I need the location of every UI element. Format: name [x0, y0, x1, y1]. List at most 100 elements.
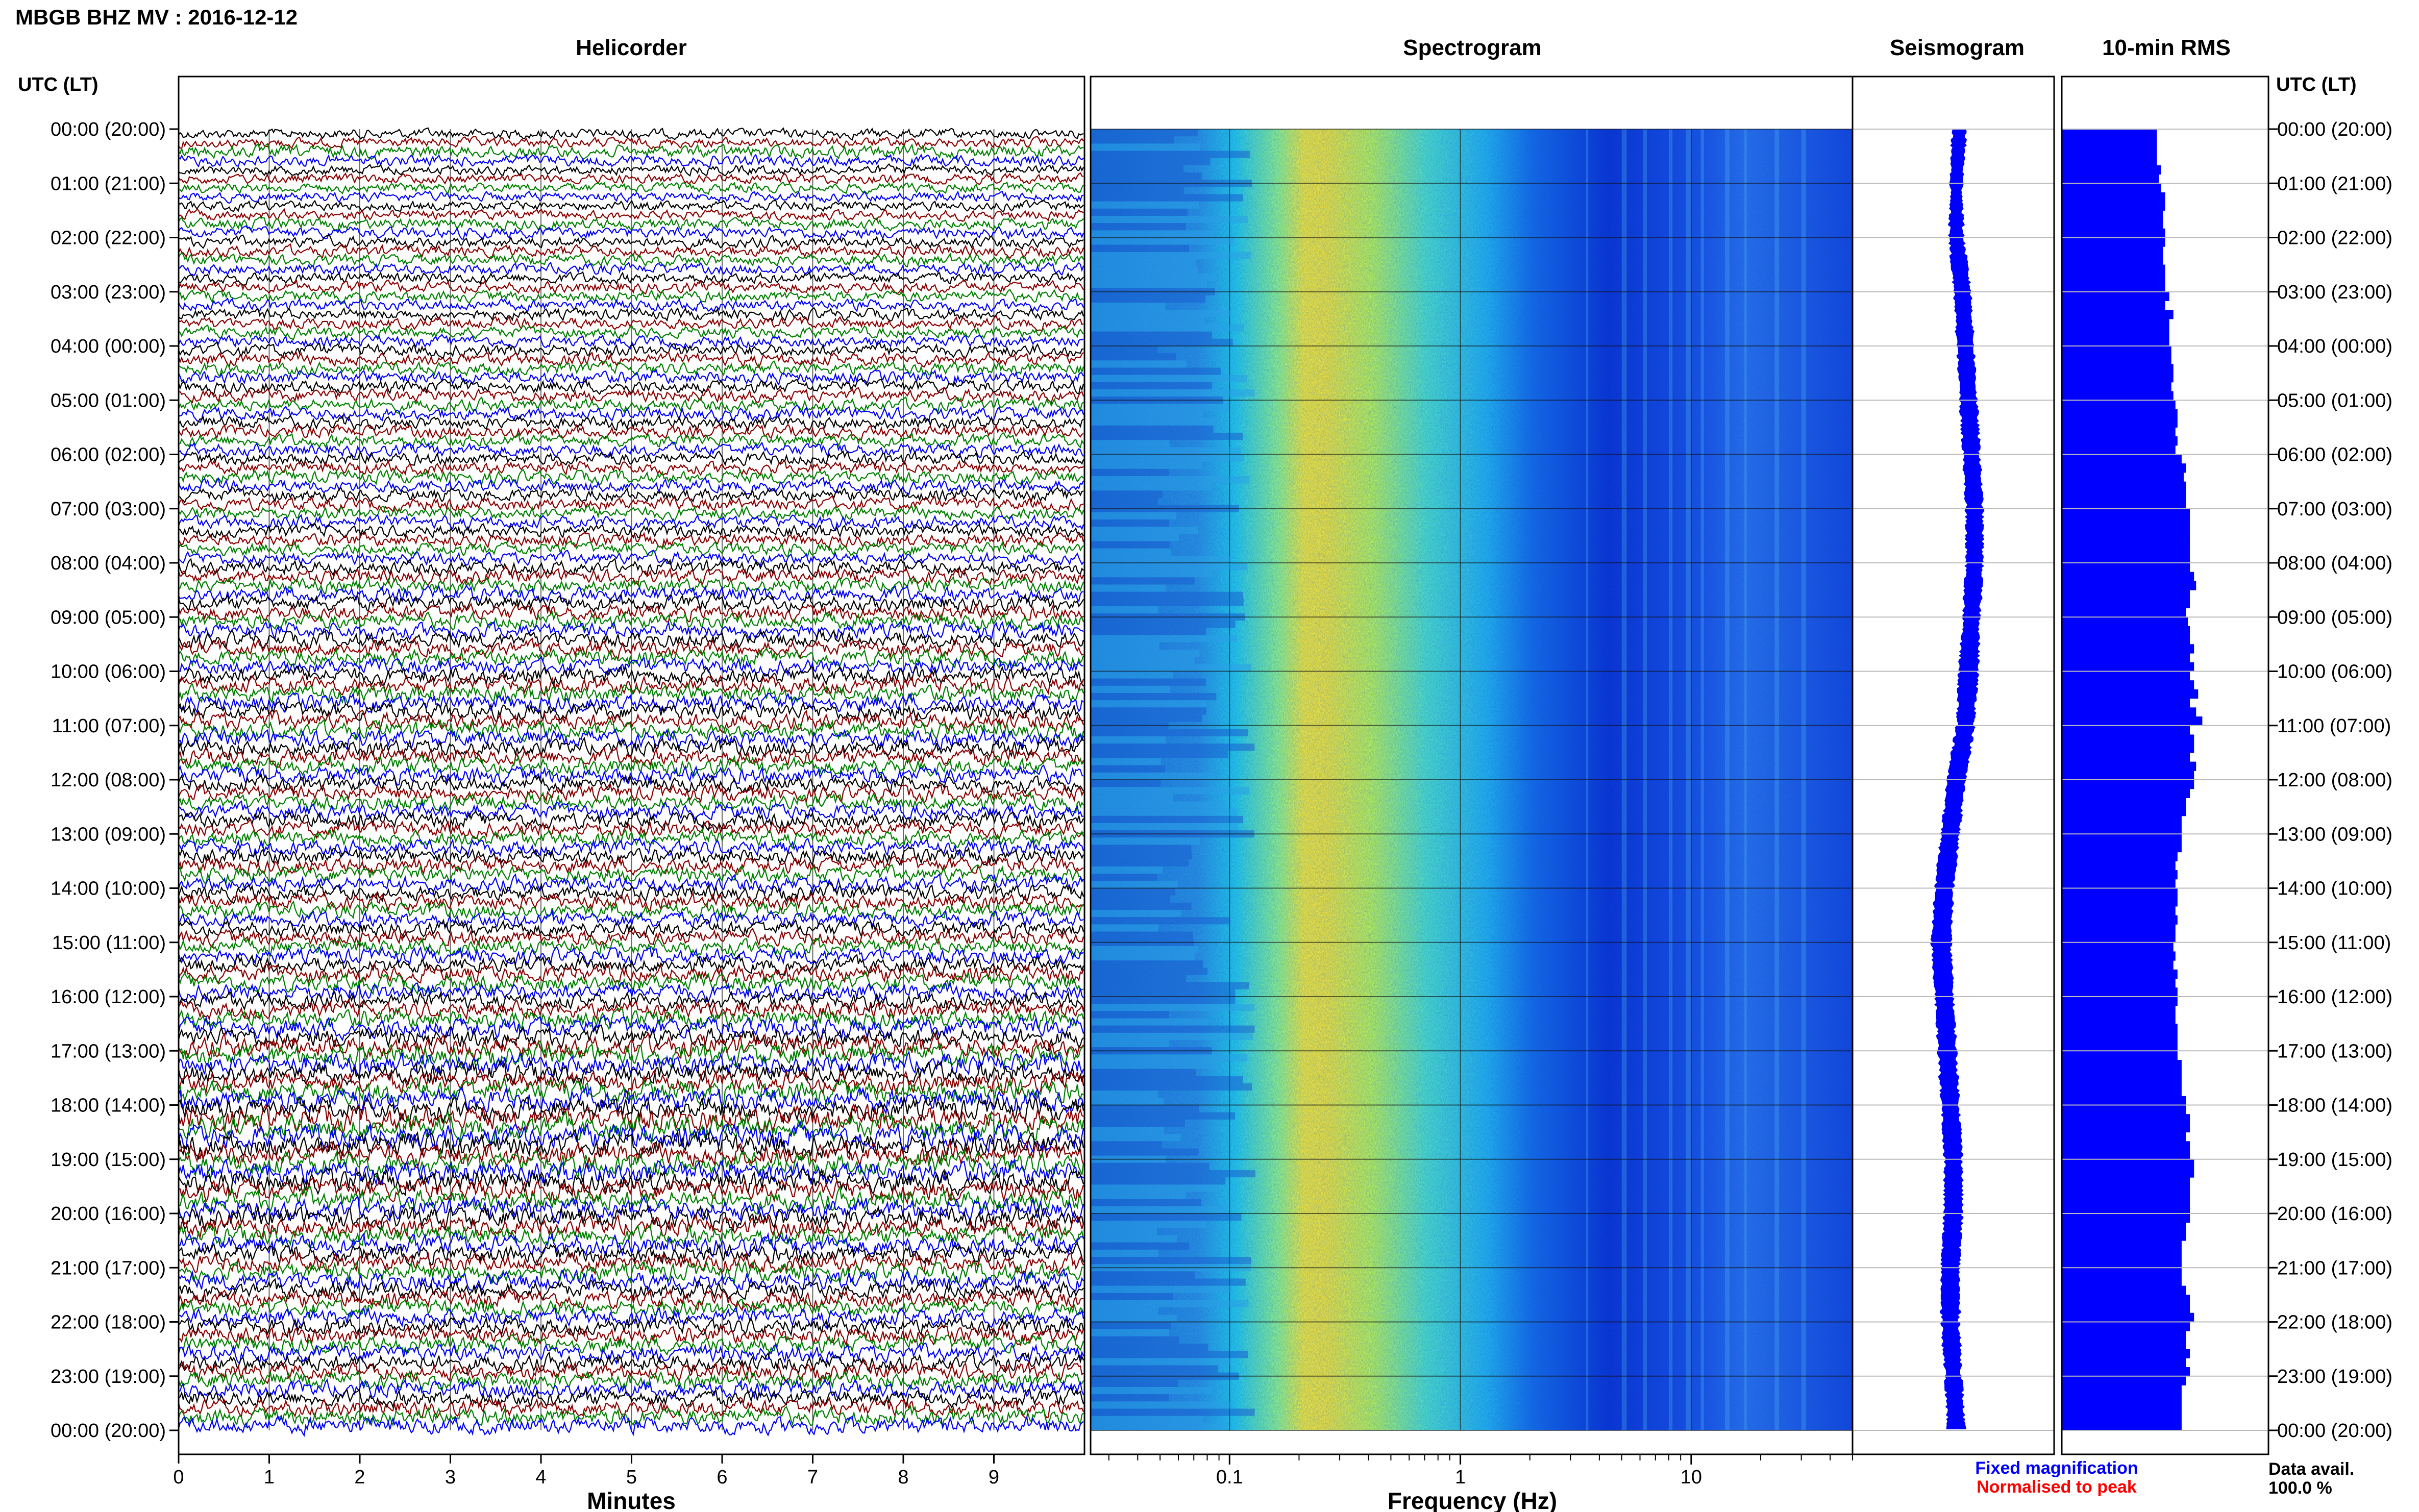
helicorder-trace: [178, 1396, 1084, 1419]
spectrogram-stripe: [1091, 577, 1195, 585]
spectrogram-stripe: [1091, 1293, 1173, 1300]
spectrogram-stripe: [1091, 650, 1200, 657]
spectrogram-stripe: [1091, 794, 1173, 802]
rms-bar: [2062, 987, 2178, 997]
left-hour-label: 16:00 (12:00): [51, 986, 166, 1008]
left-hour-label: 23:00 (19:00): [51, 1366, 166, 1387]
spectrogram-stripe: [1091, 1040, 1170, 1048]
spectrogram-stripe: [1091, 317, 1205, 325]
helicorder-trace: [178, 1085, 1084, 1116]
left-hour-label: 06:00 (02:00): [51, 444, 166, 466]
rms-bar: [2062, 517, 2190, 527]
helicorder-trace: [178, 513, 1084, 531]
spectrogram-x-tick-label: 1: [1455, 1467, 1466, 1488]
rms-bar: [2062, 942, 2174, 952]
left-hour-label: 13:00 (09:00): [51, 824, 166, 845]
helicorder-trace: [178, 1068, 1084, 1097]
helicorder-xlabel: Minutes: [587, 1488, 676, 1512]
helicorder-trace: [178, 1195, 1084, 1225]
spectrogram-stripe: [1091, 527, 1198, 534]
helicorder-trace: [178, 1231, 1084, 1258]
spectrogram-stripe: [1091, 1329, 1169, 1336]
helicorder-trace: [178, 1148, 1084, 1179]
helicorder-trace: [178, 576, 1084, 595]
panel-frame: [2061, 76, 2269, 1455]
helicorder-trace: [178, 1121, 1084, 1154]
helicorder-trace: [178, 505, 1084, 522]
rms-bar: [2062, 969, 2178, 979]
spectrogram-stripe: [1091, 975, 1186, 982]
left-hour-label: 03:00 (23:00): [51, 282, 166, 303]
rms-bar: [2062, 1032, 2178, 1043]
helicorder-trace: [178, 1050, 1084, 1078]
spectrogram-stripe: [1091, 310, 1232, 317]
helicorder-trace: [178, 828, 1084, 850]
helicorder-trace: [178, 432, 1084, 449]
helicorder-trace: [178, 486, 1084, 504]
spectrogram-stripe: [1091, 1177, 1226, 1185]
helicorder-trace: [178, 773, 1084, 795]
left-hour-label: 15:00 (11:00): [52, 932, 166, 954]
helicorder-trace: [178, 593, 1084, 614]
left-axis-title: UTC (LT): [18, 74, 98, 95]
spectrogram-stripe: [1091, 498, 1158, 505]
rms-bar: [2062, 1421, 2182, 1431]
spectrogram-stripe: [1091, 447, 1241, 455]
right-hour-label: 15:00 (11:00): [2277, 932, 2391, 954]
rms-bar: [2062, 147, 2157, 157]
rms-bar: [2062, 870, 2178, 880]
spectrogram-stripe: [1091, 194, 1243, 202]
left-hour-label: 11:00 (07:00): [52, 715, 166, 737]
right-hour-label: 20:00 (16:00): [2277, 1203, 2392, 1225]
right-hour-labels: 00:00 (20:00) 01:00 (21:00) 02:00 (22:00) 0…: [2277, 119, 2392, 1442]
rms-bar: [2062, 337, 2169, 346]
rms-bar: [2062, 897, 2178, 907]
helicorder-x-tick-label: 3: [445, 1467, 456, 1488]
rms-bar: [2062, 1096, 2186, 1105]
rms-bar: [2062, 924, 2176, 934]
right-hour-label: 19:00 (15:00): [2277, 1149, 2392, 1171]
helicorder-trace: [178, 181, 1084, 195]
spectrogram-stripe: [1091, 758, 1161, 765]
helicorder-trace: [178, 937, 1084, 957]
helicorder-trace: [178, 647, 1084, 669]
helicorder-trace: [178, 494, 1084, 513]
helicorder-trace: [178, 855, 1084, 876]
rms-bar: [2062, 798, 2186, 807]
spectrogram-stripe: [1091, 468, 1169, 476]
spectrogram-stripe: [1091, 1069, 1196, 1076]
spectrogram-stripe: [1091, 570, 1212, 578]
rms-bar: [2062, 978, 2176, 988]
helicorder-trace: [178, 163, 1084, 177]
helicorder-trace: [178, 460, 1084, 477]
spectrogram-stripe: [1091, 707, 1206, 715]
rms-bar: [2062, 743, 2194, 753]
helicorder-trace: [178, 709, 1084, 733]
spectrogram-stripe: [1091, 237, 1235, 245]
rms-bar: [2062, 1322, 2190, 1331]
spectrogram-stripe: [1091, 859, 1189, 866]
helicorder-trace: [178, 1315, 1084, 1339]
spectrogram-x-tick-label: 10: [1681, 1467, 1702, 1488]
right-hour-label: 12:00 (08:00): [2277, 770, 2392, 791]
spectrogram-title: Spectrogram: [1403, 35, 1541, 60]
rms-bar: [2062, 1078, 2182, 1087]
helicorder-trace: [178, 387, 1084, 405]
helicorder-trace: [178, 566, 1084, 586]
right-hour-label: 13:00 (09:00): [2277, 824, 2392, 845]
spectrogram-stripe: [1091, 440, 1171, 448]
helicorder-trace: [178, 673, 1084, 697]
helicorder-trace: [178, 1387, 1084, 1409]
helicorder-trace: [178, 450, 1084, 467]
helicorder-trace: [178, 764, 1084, 787]
spectrogram-stripe: [1091, 1336, 1179, 1344]
spectrogram-stripe: [1091, 548, 1171, 556]
rms-bar: [2062, 400, 2176, 410]
right-hour-label: 16:00 (12:00): [2277, 986, 2392, 1008]
spectrogram-stripe: [1091, 136, 1174, 144]
helicorder-trace: [178, 1110, 1084, 1145]
helicorder-trace: [178, 324, 1084, 341]
helicorder-trace: [178, 1378, 1084, 1401]
rms-bar: [2062, 933, 2176, 943]
hour-gridlines: [169, 128, 2278, 1431]
